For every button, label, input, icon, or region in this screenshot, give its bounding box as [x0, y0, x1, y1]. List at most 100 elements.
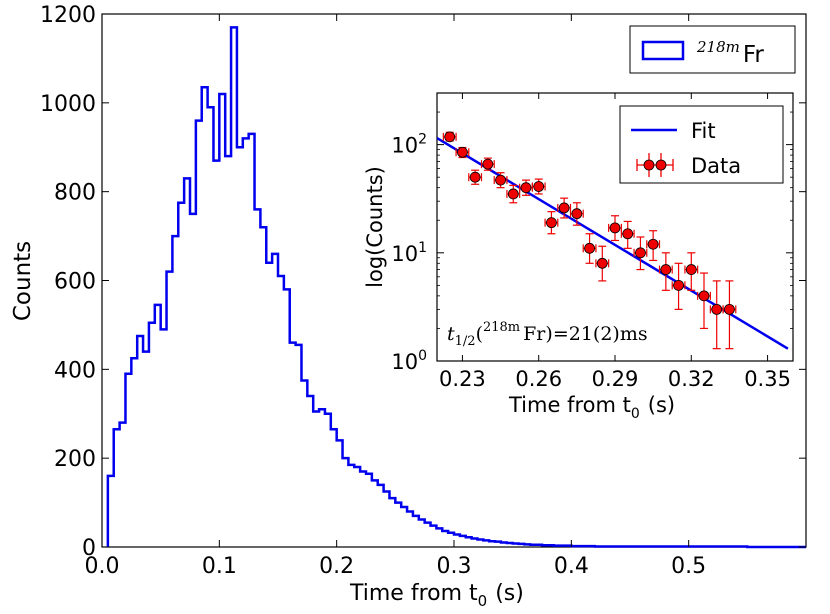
- inset-legend-data-swatch: [636, 153, 674, 177]
- histogram-series: [106, 26, 806, 549]
- data-point: [519, 179, 533, 196]
- inset-x-tick-label: 0.32: [668, 367, 715, 391]
- data-marker: [609, 222, 621, 234]
- annot-iso: Fr: [523, 323, 546, 345]
- main-x-label-sub: 0: [478, 592, 488, 610]
- inset-legend-frame: [619, 105, 784, 184]
- data-marker: [558, 202, 570, 214]
- data-point: [620, 220, 635, 249]
- annot-iso-sup: 218m: [483, 320, 520, 335]
- data-point: [493, 172, 508, 189]
- inset-y-tick-label: 100: [391, 348, 427, 374]
- data-marker: [482, 158, 494, 170]
- main-x-tick-label: 0.2: [319, 554, 354, 579]
- data-point: [595, 245, 610, 282]
- inset-x-tick-label: 0.29: [592, 367, 639, 391]
- data-marker: [546, 217, 557, 229]
- data-marker: [685, 264, 697, 275]
- data-marker: [469, 171, 481, 183]
- annot-open: (: [476, 323, 483, 345]
- main-x-tick-label: 0.4: [554, 554, 589, 579]
- data-marker: [635, 247, 646, 259]
- inset-legend-data-label: Data: [691, 154, 741, 178]
- main-x-label-text: Time from t: [349, 581, 478, 606]
- main-x-tick-label: 0.0: [85, 554, 120, 579]
- main-x-tick-label: 0.1: [202, 554, 237, 579]
- data-marker: [533, 181, 545, 192]
- inset-y-tick-label: 101: [391, 240, 427, 266]
- data-marker: [584, 242, 595, 254]
- inset-y-ticks: 100 101 102: [391, 92, 793, 374]
- main-y-tick-label: 800: [54, 181, 96, 206]
- main-y-tick-label: 600: [54, 270, 96, 295]
- data-point: [506, 184, 521, 204]
- annot-close: ): [545, 323, 552, 345]
- data-point: [544, 211, 559, 235]
- data-marker: [660, 264, 672, 275]
- main-legend-frame: [629, 25, 796, 74]
- main-y-tick-label: 0: [82, 536, 96, 561]
- main-y-tick-label: 400: [54, 358, 96, 383]
- inset-y-tick-label: 102: [391, 132, 427, 158]
- main-legend-label-sup: 218m: [696, 38, 740, 56]
- data-point: [684, 252, 699, 291]
- inset-plot: 0.23 0.26 0.29 0.32 0.35 100 101 102 log(Count…: [363, 92, 794, 422]
- data-point: [569, 202, 584, 226]
- data-marker: [647, 238, 659, 250]
- inset-x-label-unit: (s): [648, 393, 675, 417]
- main-legend-label-main: Fr: [743, 42, 765, 68]
- main-y-tick-label: 1200: [40, 3, 96, 28]
- annot-eq: =21(2)ms: [553, 323, 648, 345]
- data-point: [557, 197, 572, 219]
- inset-legend-fit-label: Fit: [691, 119, 716, 143]
- inset-x-tick-label: 0.35: [744, 367, 791, 391]
- main-legend-label: 218m Fr: [696, 38, 764, 68]
- data-point: [709, 280, 724, 350]
- data-marker: [673, 279, 684, 291]
- data-point: [722, 280, 737, 350]
- inset-x-axis-label: Time from t0 (s): [508, 393, 675, 422]
- inset-legend: Fit Data: [619, 105, 784, 184]
- data-point: [480, 157, 495, 171]
- main-y-tick-label: 200: [54, 447, 96, 472]
- data-marker: [698, 290, 710, 302]
- inset-y-axis-label: log(Counts): [363, 166, 387, 288]
- data-marker: [457, 146, 468, 158]
- data-point: [442, 131, 457, 143]
- data-marker: [495, 174, 506, 186]
- main-legend-swatch: [641, 40, 685, 61]
- inset-x-ticks: 0.23 0.26 0.29 0.32 0.35: [439, 93, 791, 391]
- data-marker: [596, 257, 608, 269]
- main-x-ticks: 0.0 0.1 0.2 0.3 0.4 0.5: [85, 14, 706, 579]
- main-y-tick-label: 1000: [40, 92, 96, 117]
- data-point: [531, 178, 546, 195]
- main-x-tick-label: 0.5: [671, 554, 706, 579]
- data-marker: [571, 208, 583, 220]
- inset-x-tick-label: 0.26: [515, 367, 562, 391]
- data-marker: [622, 228, 634, 240]
- data-marker: [520, 182, 532, 194]
- main-x-tick-label: 0.3: [437, 554, 472, 579]
- inset-x-label-sub: 0: [631, 406, 640, 422]
- main-x-axis-label: Time from t0 (s): [349, 581, 524, 610]
- inset-data-points: [442, 131, 737, 350]
- main-y-axis-label: Counts: [10, 241, 36, 321]
- annot-t: t: [447, 323, 455, 345]
- data-point: [697, 272, 711, 330]
- data-point: [633, 236, 648, 271]
- data-point: [646, 230, 661, 262]
- data-point: [608, 215, 622, 242]
- data-marker: [711, 303, 723, 315]
- data-marker: [724, 303, 735, 315]
- inset-x-label-text: Time from t: [508, 393, 631, 417]
- half-life-annotation: t1/2(218m Fr)=21(2)ms: [447, 320, 648, 349]
- main-x-label-unit: (s): [495, 581, 524, 606]
- data-point: [468, 169, 483, 185]
- data-marker: [444, 131, 456, 143]
- data-point: [671, 262, 686, 310]
- data-point: [658, 252, 673, 291]
- inset-x-tick-label: 0.23: [439, 367, 486, 391]
- data-point: [582, 233, 597, 264]
- data-marker: [507, 188, 519, 200]
